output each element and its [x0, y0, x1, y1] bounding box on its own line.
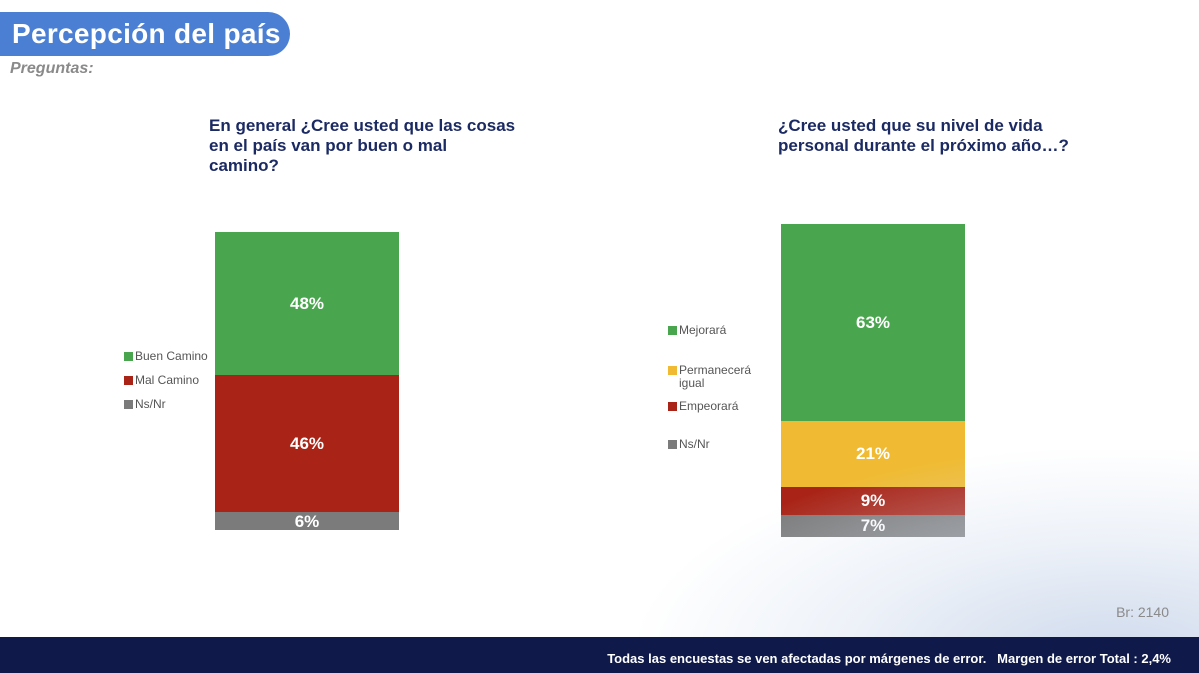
data-label-mejorara: 63% [855, 312, 891, 332]
legend-swatch [124, 400, 133, 409]
page-subtitle: Preguntas: [10, 60, 94, 77]
bar-segment-mal-camino: 46% [215, 375, 399, 512]
legend-label: Permanecerá igual [679, 363, 752, 390]
page-title: Percepción del país [0, 12, 290, 56]
legend-item-mal-camino: Mal Camino [124, 374, 199, 387]
legend-swatch [124, 352, 133, 361]
chart1-title: En general ¿Cree usted que las cosas en … [209, 116, 539, 176]
legend-label: Mejorará [679, 323, 727, 337]
legend-swatch [668, 402, 677, 411]
legend-label: Buen Camino [135, 349, 208, 363]
chart1-title-line: en el país van por buen o mal [209, 136, 448, 155]
footer-bar: Todas las encuestas se ven afectadas por… [0, 637, 1199, 673]
data-label-ns-nr: 6% [294, 512, 320, 531]
legend-swatch [124, 376, 133, 385]
legend-label: Empeorará [679, 399, 739, 413]
legend-item-permanecera-igual: Permanecerá igual [668, 364, 764, 390]
legend-label: Ns/Nr [135, 397, 166, 411]
chart2-title-line: personal durante el próximo año…? [778, 136, 1069, 155]
chart1-stacked-bar: 48% 46% 6% [215, 232, 399, 531]
legend-item-ns-nr: Ns/Nr [668, 438, 710, 451]
legend-item-mejorara: Mejorará [668, 324, 726, 337]
legend-item-empeorara: Empeorará [668, 400, 738, 413]
data-label-mal-camino: 46% [289, 433, 325, 453]
footer-disclaimer: Todas las encuestas se ven afectadas por… [607, 651, 1171, 666]
legend-swatch [668, 440, 677, 449]
sample-size-note: Br: 2140 [1116, 604, 1169, 620]
legend-swatch [668, 366, 677, 375]
chart2-legend: Mejorará Permanecerá igual Empeorará Ns/Nr [668, 324, 778, 454]
legend-item-buen-camino: Buen Camino [124, 350, 208, 363]
legend-label: Mal Camino [135, 373, 200, 387]
decorative-wave [639, 450, 1199, 640]
chart1-title-line: En general ¿Cree usted que las cosas [209, 116, 516, 135]
legend-label: Ns/Nr [679, 437, 710, 451]
bar-segment-mejorara: 63% [781, 224, 965, 421]
legend-item-ns-nr: Ns/Nr [124, 398, 166, 411]
chart2-title: ¿Cree usted que su nivel de vida persona… [778, 116, 1108, 156]
legend-swatch [668, 326, 677, 335]
chart1-title-line: camino? [209, 156, 279, 175]
bar-segment-ns-nr: 6% [215, 512, 399, 531]
chart2-title-line: ¿Cree usted que su nivel de vida [778, 116, 1043, 135]
data-label-buen-camino: 48% [289, 293, 325, 313]
chart1-legend: Buen Camino Mal Camino Ns/Nr [124, 350, 224, 420]
bar-segment-buen-camino: 48% [215, 232, 399, 375]
